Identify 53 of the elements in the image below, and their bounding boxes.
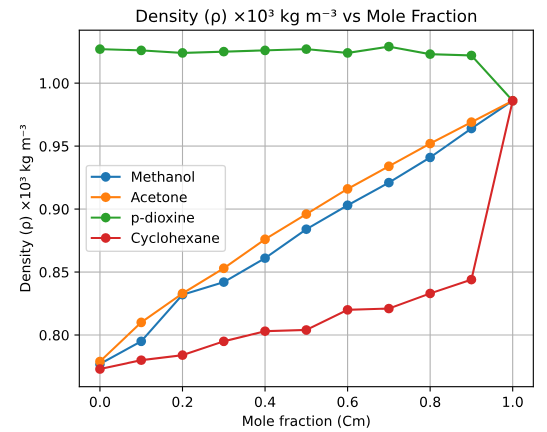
y-tick-label: 0.80 — [40, 330, 69, 340]
point — [301, 325, 312, 335]
point — [425, 138, 435, 148]
y-axis-title: Density (ρ) ×10³ kg m⁻³ — [20, 125, 34, 292]
point — [384, 42, 394, 52]
point — [218, 336, 229, 346]
point — [260, 234, 270, 244]
point — [342, 48, 352, 58]
point — [384, 178, 394, 188]
point — [425, 49, 435, 60]
x-tick-label: 0.0 — [90, 396, 110, 408]
x-tick-label: 0.4 — [254, 396, 276, 408]
point — [178, 350, 188, 360]
point — [178, 48, 188, 58]
legend-label: p-dioxine — [132, 212, 194, 226]
legend-label: Cyclohexane — [131, 232, 220, 246]
x-axis-title: Mole fraction (Cm) — [243, 415, 370, 428]
y-tick-label: 0.90 — [40, 204, 69, 215]
x-tick-label: 0.6 — [337, 396, 358, 408]
point — [136, 336, 146, 346]
point — [342, 184, 352, 194]
point — [260, 326, 270, 336]
point — [260, 253, 270, 264]
point — [301, 44, 312, 54]
point — [218, 46, 229, 57]
point — [136, 46, 146, 56]
x-tick-label: 0.8 — [420, 396, 440, 408]
point — [425, 288, 435, 298]
point — [260, 46, 270, 56]
point — [301, 209, 312, 219]
point — [136, 355, 146, 366]
point — [384, 304, 394, 314]
point — [95, 364, 105, 374]
y-tick-label: 0.85 — [40, 267, 68, 278]
point — [466, 274, 476, 284]
point — [342, 200, 352, 210]
point — [218, 277, 229, 287]
point — [425, 152, 435, 162]
y-tick-label: 0.95 — [40, 141, 68, 152]
point — [342, 304, 352, 315]
point — [218, 263, 229, 274]
x-tick-label: 0.2 — [172, 396, 192, 408]
point — [301, 224, 312, 234]
point — [466, 50, 476, 60]
legend-label: Acetone — [130, 192, 187, 202]
point — [136, 318, 146, 328]
chart-title: Density (ρ) ×10³ kg m⁻³ vs Mole Fraction — [136, 9, 476, 26]
legend-label: Methanol — [132, 171, 194, 182]
point — [95, 44, 105, 54]
y-tick-label: 1.00 — [40, 78, 69, 89]
point — [466, 117, 476, 128]
x-tick-label: 1.0 — [503, 396, 523, 408]
point — [384, 161, 394, 172]
